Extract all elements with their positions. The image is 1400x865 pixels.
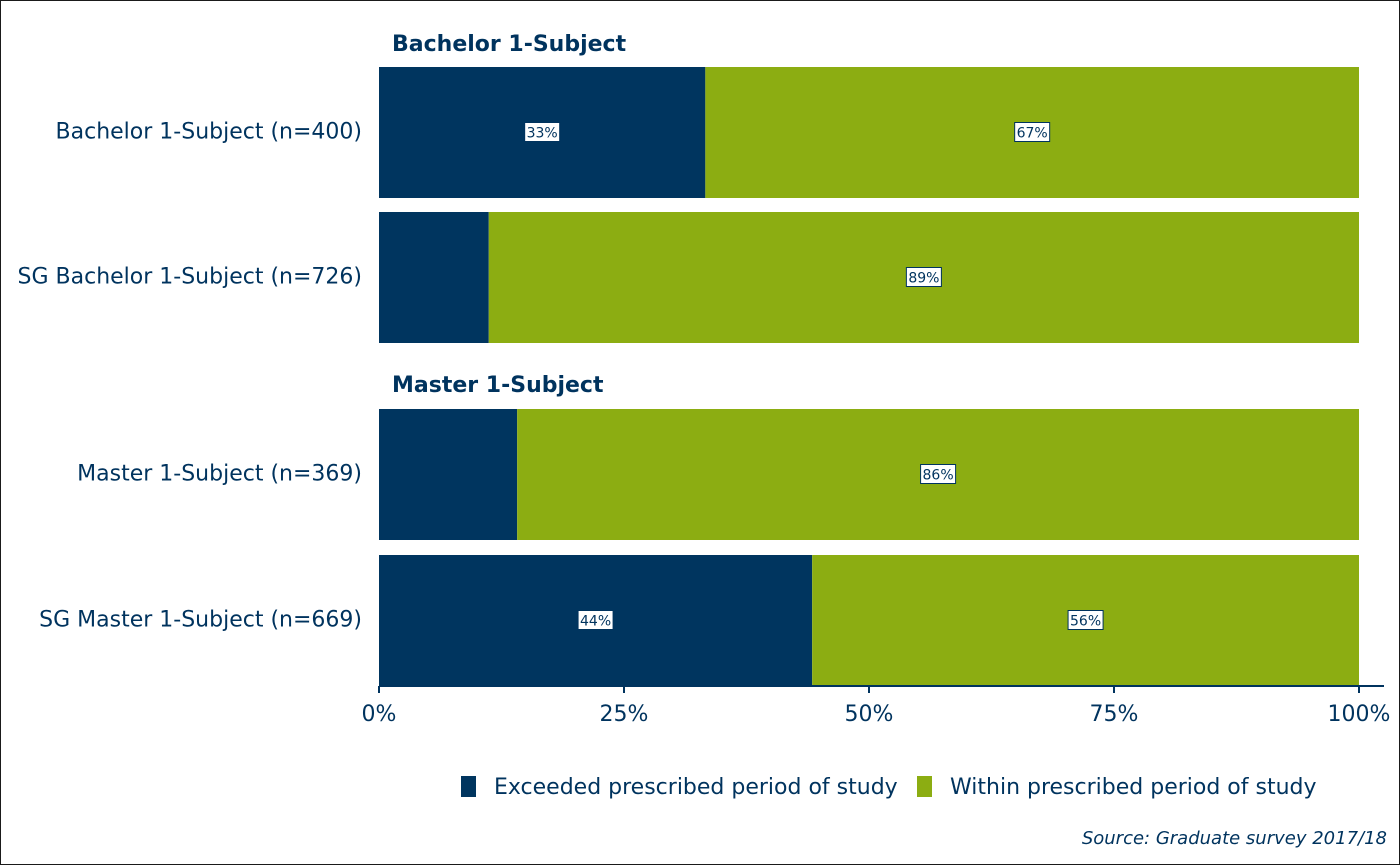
x-tick-label: 0% [362,702,397,727]
data-label: 44% [580,614,611,630]
data-label: 67% [1017,126,1048,142]
category-label: Bachelor 1-Subject (n=400) [56,120,362,145]
group-title: Bachelor 1-Subject [392,32,627,57]
x-tick-label: 100% [1328,702,1391,727]
data-label-box [905,267,942,287]
x-tick-label: 25% [600,702,649,727]
data-label-box [524,122,561,142]
data-label-box [920,464,957,484]
source-note: Source: Graduate survey 2017/18 [1082,828,1387,849]
legend-swatch [461,776,476,797]
bar-segment [379,212,489,343]
x-tick-label: 50% [845,702,894,727]
data-label: 33% [527,126,558,142]
bar-segment [379,409,518,540]
data-label: 56% [1070,614,1101,630]
legend-swatch [917,776,932,797]
category-label: SG Bachelor 1-Subject (n=726) [18,265,362,290]
data-label-box [1014,122,1051,142]
x-tick-label: 75% [1090,702,1139,727]
group-title: Master 1-Subject [392,373,604,398]
data-label-box [577,610,614,630]
data-label: 89% [908,271,939,287]
legend-label: Within prescribed period of study [950,775,1317,800]
data-label: 86% [923,468,954,484]
category-label: SG Master 1-Subject (n=669) [39,608,362,633]
category-label: Master 1-Subject (n=369) [77,462,362,487]
data-label-box [1067,610,1104,630]
legend-label: Exceeded prescribed period of study [494,775,898,800]
